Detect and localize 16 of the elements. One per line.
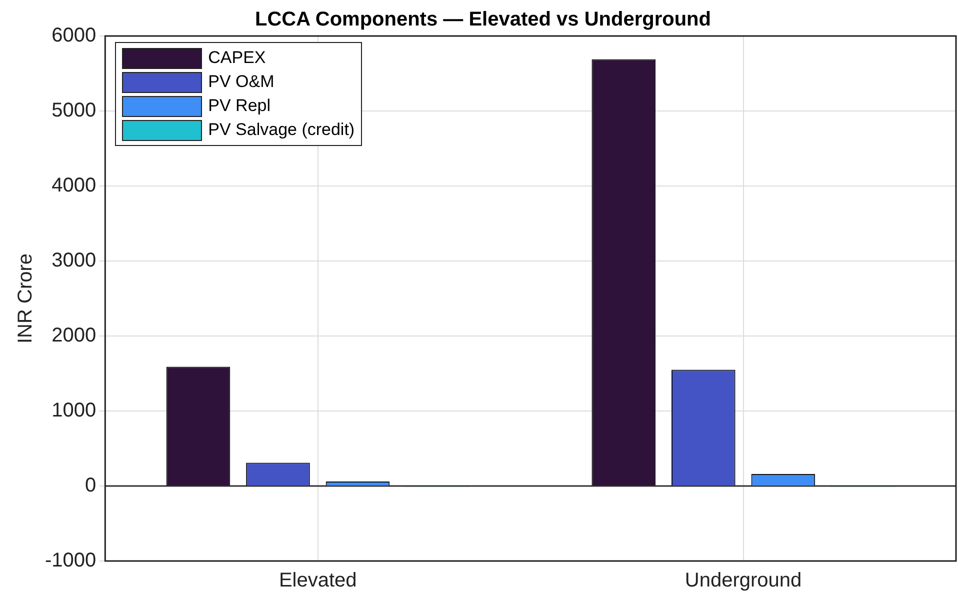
y-tick-label: 5000 xyxy=(52,100,96,122)
y-tick-label: 2000 xyxy=(52,324,96,347)
y-tick-label: 0 xyxy=(85,474,96,497)
chart-title: LCCA Components — Elevated vs Underground xyxy=(255,8,711,31)
x-tick-label: Underground xyxy=(684,570,802,592)
y-tick-label: 6000 xyxy=(52,24,96,47)
x-tick-label: Elevated xyxy=(278,570,357,592)
y-tick-label: -1000 xyxy=(44,550,96,572)
legend-label: PV Salvage (credit) xyxy=(208,120,355,140)
y-tick-label: 3000 xyxy=(52,250,96,272)
legend-label: PV Repl xyxy=(208,96,271,116)
legend-label: PV O&M xyxy=(208,72,274,92)
y-tick-label: 4000 xyxy=(52,174,96,197)
legend-label: CAPEX xyxy=(208,48,266,68)
y-axis-title: INR Crore xyxy=(14,253,37,344)
y-tick-label: 1000 xyxy=(52,400,96,422)
